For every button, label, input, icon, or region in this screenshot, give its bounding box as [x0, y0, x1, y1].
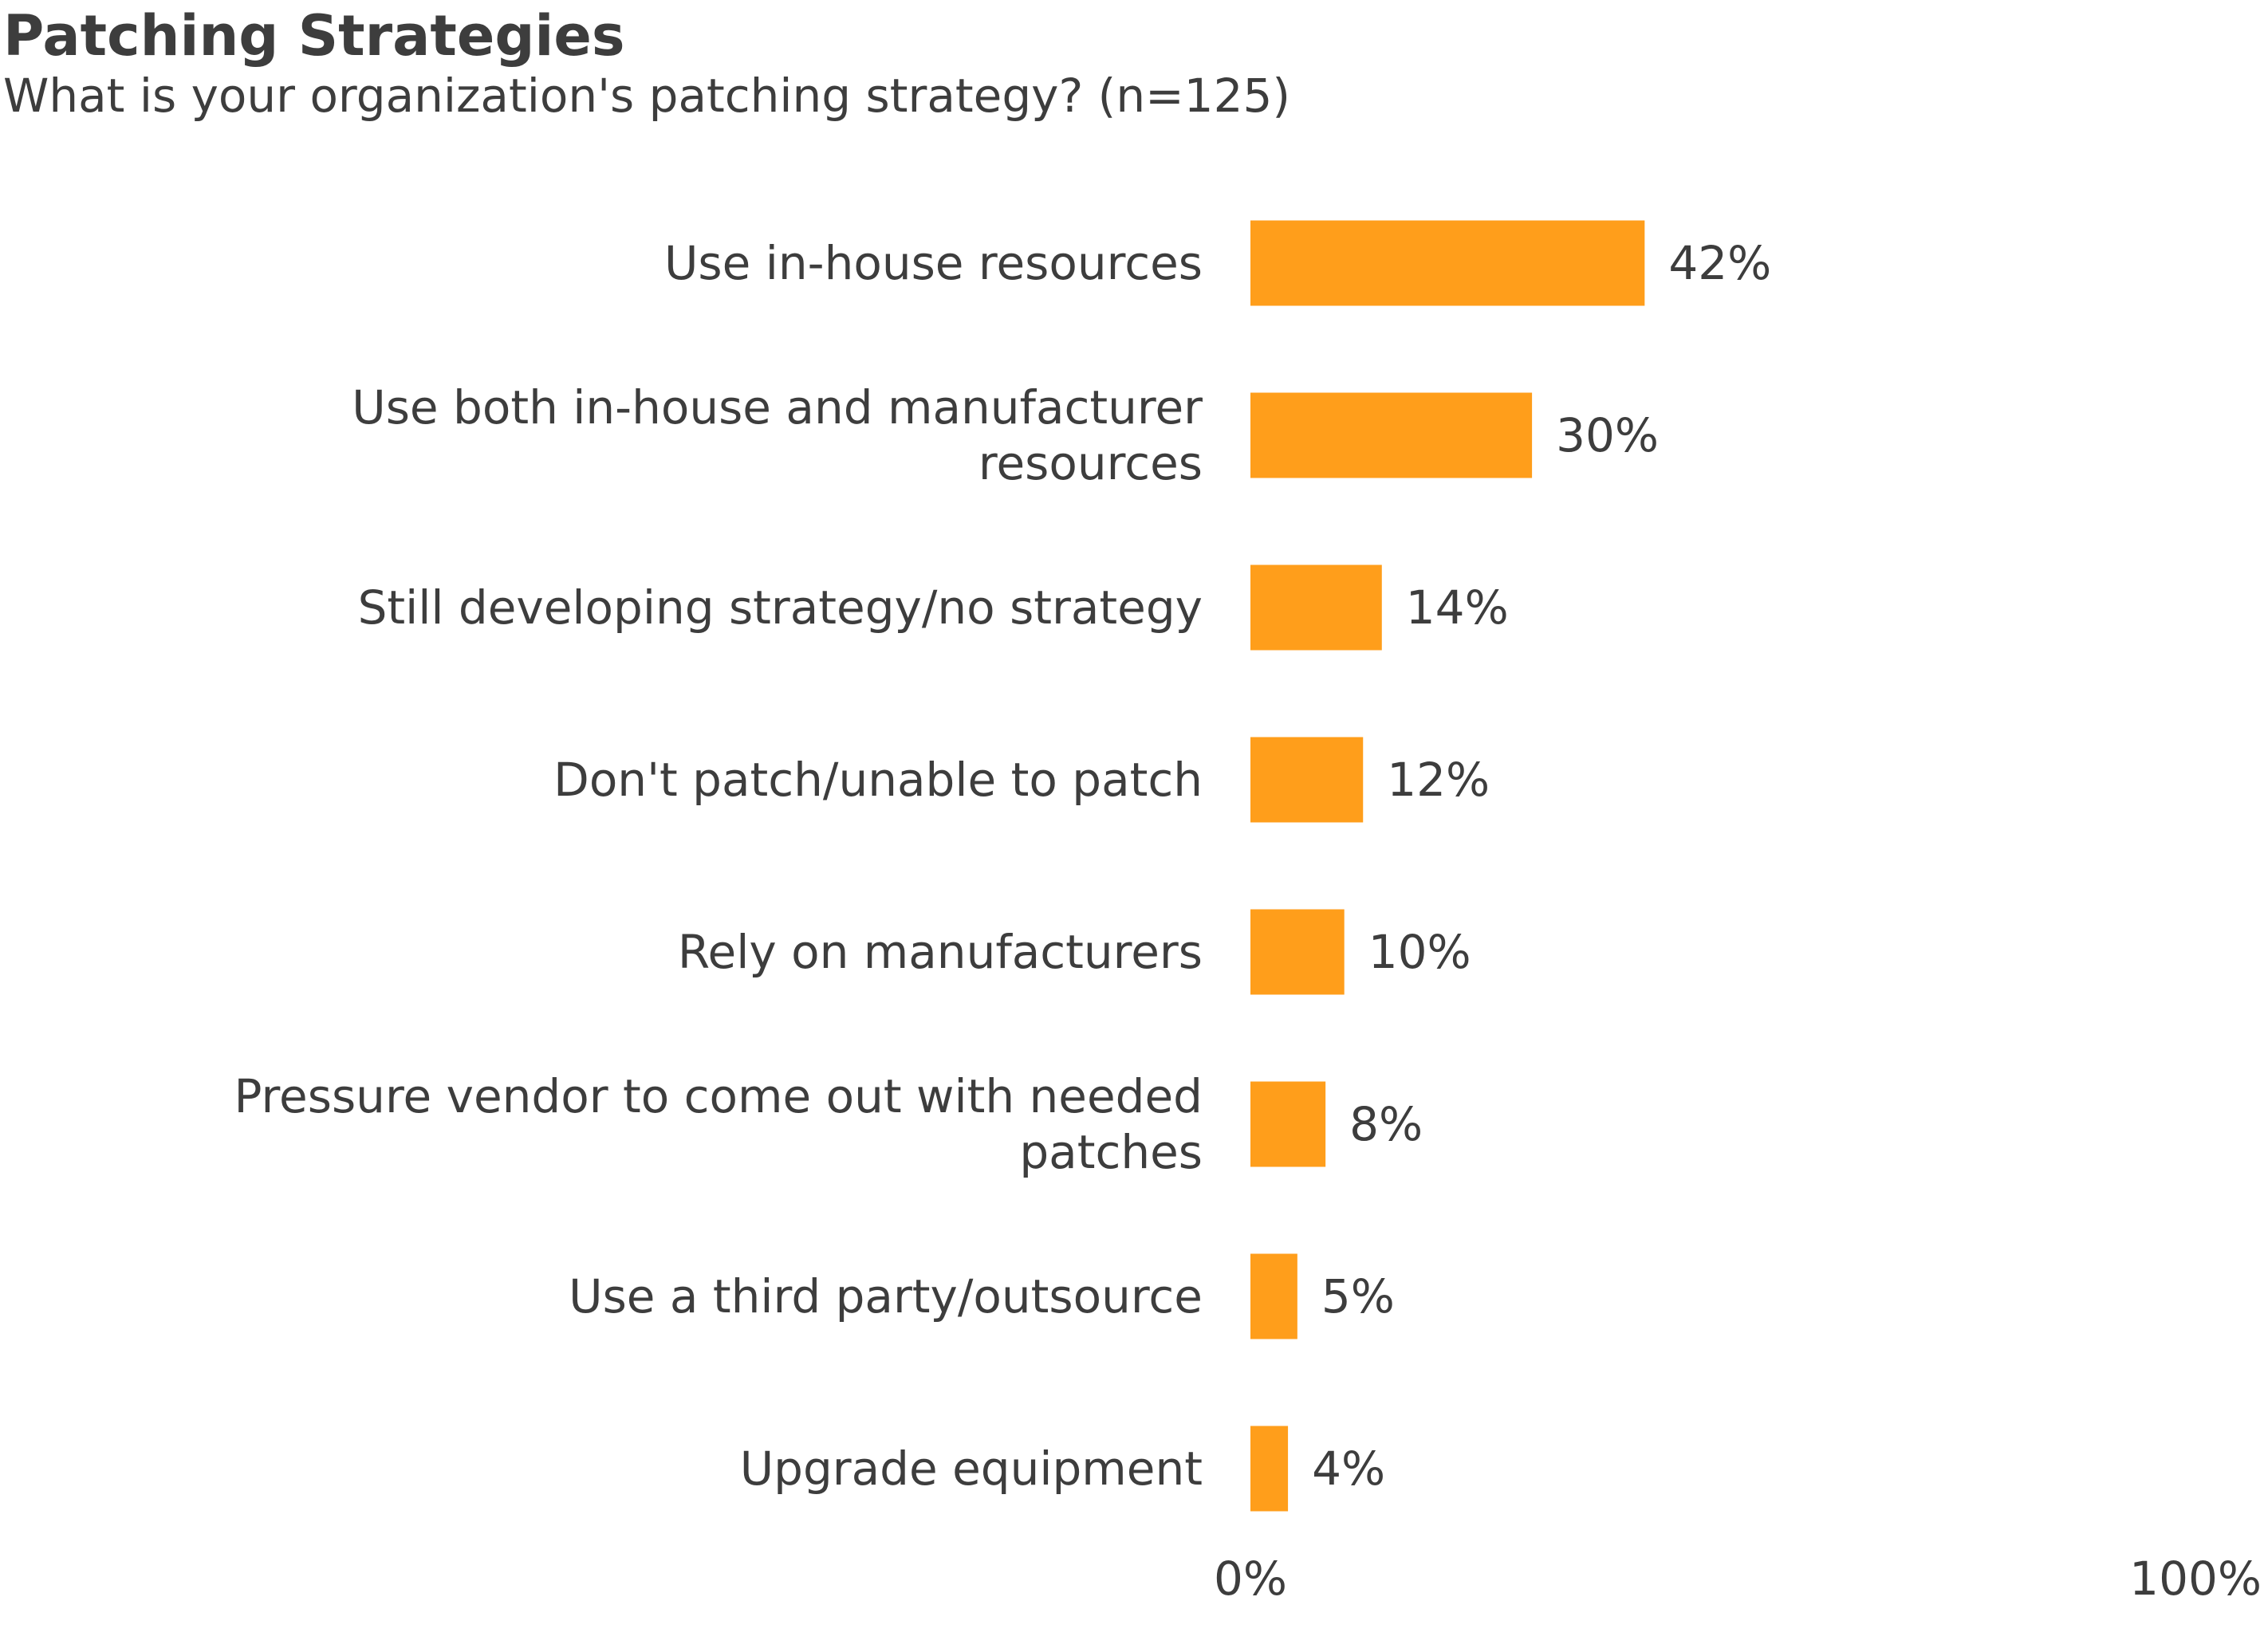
- category-label: Rely on manufacturers: [678, 925, 1203, 979]
- category-label: Don't patch/unable to patch: [553, 753, 1203, 807]
- bar: [1250, 392, 1533, 478]
- bar: [1250, 1081, 1326, 1167]
- data-label: 5%: [1321, 1269, 1395, 1324]
- data-label: 8%: [1349, 1097, 1423, 1151]
- category-label: Pressure vendor to come out with needed: [234, 1069, 1203, 1123]
- bar: [1250, 1253, 1297, 1339]
- data-label: 12%: [1387, 753, 1490, 807]
- data-label: 30%: [1556, 408, 1659, 462]
- data-label: 4%: [1312, 1442, 1385, 1496]
- bar: [1250, 564, 1382, 651]
- chart-title: Patching Strategies: [3, 3, 625, 69]
- data-label: 42%: [1668, 236, 1771, 290]
- chart-subtitle: What is your organization's patching str…: [3, 69, 1291, 123]
- category-label: Use a third party/outsource: [569, 1269, 1203, 1324]
- x-tick-label: 0%: [1214, 1552, 1287, 1606]
- data-label: 10%: [1368, 925, 1471, 979]
- bar: [1250, 220, 1645, 306]
- category-label: resources: [978, 436, 1203, 490]
- category-label: Use in-house resources: [664, 236, 1203, 290]
- x-tick-label: 100%: [2129, 1552, 2262, 1606]
- category-label: Use both in-house and manufacturer: [352, 380, 1203, 435]
- category-label: Still developing strategy/no strategy: [358, 580, 1203, 635]
- chart-header: Patching Strategies What is your organiz…: [3, 0, 2236, 120]
- category-label: Upgrade equipment: [740, 1442, 1203, 1496]
- bar: [1250, 1426, 1289, 1512]
- category-label: patches: [1019, 1125, 1203, 1179]
- bar: [1250, 909, 1345, 995]
- bar: [1250, 737, 1364, 823]
- data-label: 14%: [1406, 580, 1509, 635]
